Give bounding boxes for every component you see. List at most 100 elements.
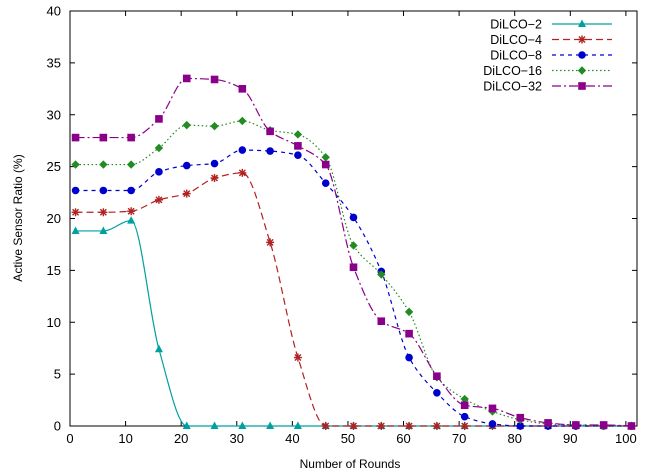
data-point [99, 208, 108, 217]
data-point [238, 146, 247, 154]
data-point [294, 151, 302, 160]
data-point [293, 421, 302, 429]
data-point [154, 344, 163, 353]
data-point [627, 422, 636, 430]
x-tick-label: 70 [452, 431, 466, 446]
y-tick-label: 0 [54, 419, 61, 434]
data-point [404, 307, 414, 317]
data-point [293, 130, 303, 139]
data-point [71, 133, 80, 142]
data-point [377, 270, 386, 279]
data-point [460, 394, 469, 404]
x-tick-label: 80 [507, 431, 521, 446]
legend-marker [578, 19, 586, 27]
data-point [321, 179, 330, 188]
data-point [238, 116, 247, 126]
data-point [293, 353, 302, 362]
data-point [433, 372, 441, 380]
y-tick-label: 35 [47, 55, 61, 70]
data-point [294, 142, 302, 150]
data-point [182, 421, 191, 429]
data-point [266, 147, 274, 155]
series-line [75, 172, 632, 427]
data-point [321, 153, 330, 162]
data-point [349, 263, 358, 272]
data-point [238, 85, 247, 93]
y-tick-label: 15 [47, 263, 61, 278]
data-point [155, 168, 163, 176]
y-tick-label: 40 [47, 4, 61, 19]
x-tick-label: 40 [285, 431, 299, 446]
legend-marker [578, 82, 586, 90]
data-point [126, 160, 136, 169]
data-point [488, 420, 497, 428]
y-tick-label: 10 [47, 315, 61, 330]
x-axis-title: Number of Rounds [300, 457, 401, 471]
data-point [99, 186, 108, 195]
data-point [154, 143, 164, 153]
data-point [210, 174, 219, 183]
x-tick-label: 10 [118, 431, 132, 446]
y-axis-title: Active Sensor Ratio (%) [11, 154, 25, 281]
data-point [99, 160, 108, 169]
data-point [182, 189, 191, 198]
data-point [488, 404, 497, 413]
data-point [127, 133, 135, 142]
data-point [210, 75, 219, 84]
data-point [460, 412, 469, 421]
data-point [405, 422, 414, 430]
data-point [377, 317, 386, 326]
data-point [266, 238, 275, 247]
data-point [127, 216, 136, 224]
data-point [182, 74, 191, 83]
x-tick-label: 100 [615, 431, 637, 446]
x-tick-label: 60 [396, 431, 410, 446]
data-point [432, 422, 441, 430]
data-point [182, 161, 191, 170]
data-point [349, 241, 358, 250]
legend-marker [578, 51, 586, 59]
data-point [127, 186, 135, 195]
data-point [516, 413, 525, 422]
series-line [75, 149, 632, 427]
data-point [349, 213, 358, 222]
data-point [71, 226, 80, 234]
series-line [75, 219, 632, 427]
data-point [99, 226, 108, 234]
data-point [154, 195, 163, 204]
x-tick-label: 90 [563, 431, 577, 446]
data-point [460, 422, 469, 430]
legend-label: DiLCO−2 [490, 18, 542, 32]
data-point [377, 422, 386, 430]
series-1 [71, 168, 636, 430]
x-tick-label: 20 [174, 431, 188, 446]
series-line [75, 120, 632, 427]
data-point [238, 421, 247, 429]
data-point [71, 160, 80, 169]
y-tick-label: 5 [54, 367, 61, 382]
data-point [405, 353, 413, 362]
data-point [155, 115, 163, 123]
x-tick-label: 50 [341, 431, 355, 446]
data-point [572, 421, 580, 429]
data-point [182, 120, 191, 130]
legend-label: DiLCO−32 [483, 80, 542, 94]
data-point [599, 421, 608, 429]
series-line [75, 77, 632, 427]
legend-marker [578, 35, 586, 44]
data-point [433, 389, 441, 397]
data-point [71, 208, 80, 217]
data-point [210, 421, 219, 429]
y-tick-label: 20 [47, 211, 61, 226]
legend-label: DiLCO−16 [483, 64, 542, 78]
data-point [516, 422, 525, 430]
data-point [405, 329, 413, 338]
data-point [266, 127, 274, 136]
legend-marker [577, 66, 587, 75]
data-point [321, 422, 330, 430]
x-tick-label: 30 [230, 431, 244, 446]
legend-label: DiLCO−4 [490, 33, 542, 47]
series-3 [71, 116, 636, 431]
